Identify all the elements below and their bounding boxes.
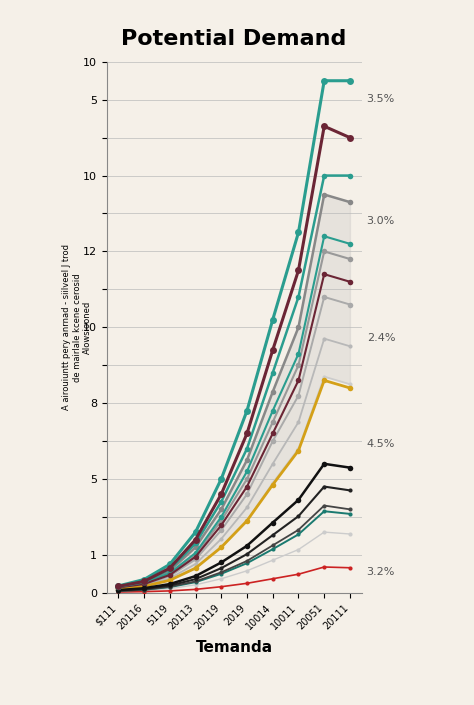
Text: 3.2%: 3.2% (366, 567, 395, 577)
Title: Potential Demand: Potential Demand (121, 29, 347, 49)
X-axis label: Temanda: Temanda (196, 639, 273, 655)
Text: 4.5%: 4.5% (366, 439, 395, 449)
Y-axis label: A airouiuntt pery anrnad - siilveel J trod
de mairlale kcene cerosid
AIowsiooned: A airouiuntt pery anrnad - siilveel J tr… (63, 244, 92, 410)
Text: 2.4%: 2.4% (366, 333, 395, 343)
Text: 3.0%: 3.0% (366, 216, 395, 226)
Text: 3.5%: 3.5% (366, 94, 395, 104)
